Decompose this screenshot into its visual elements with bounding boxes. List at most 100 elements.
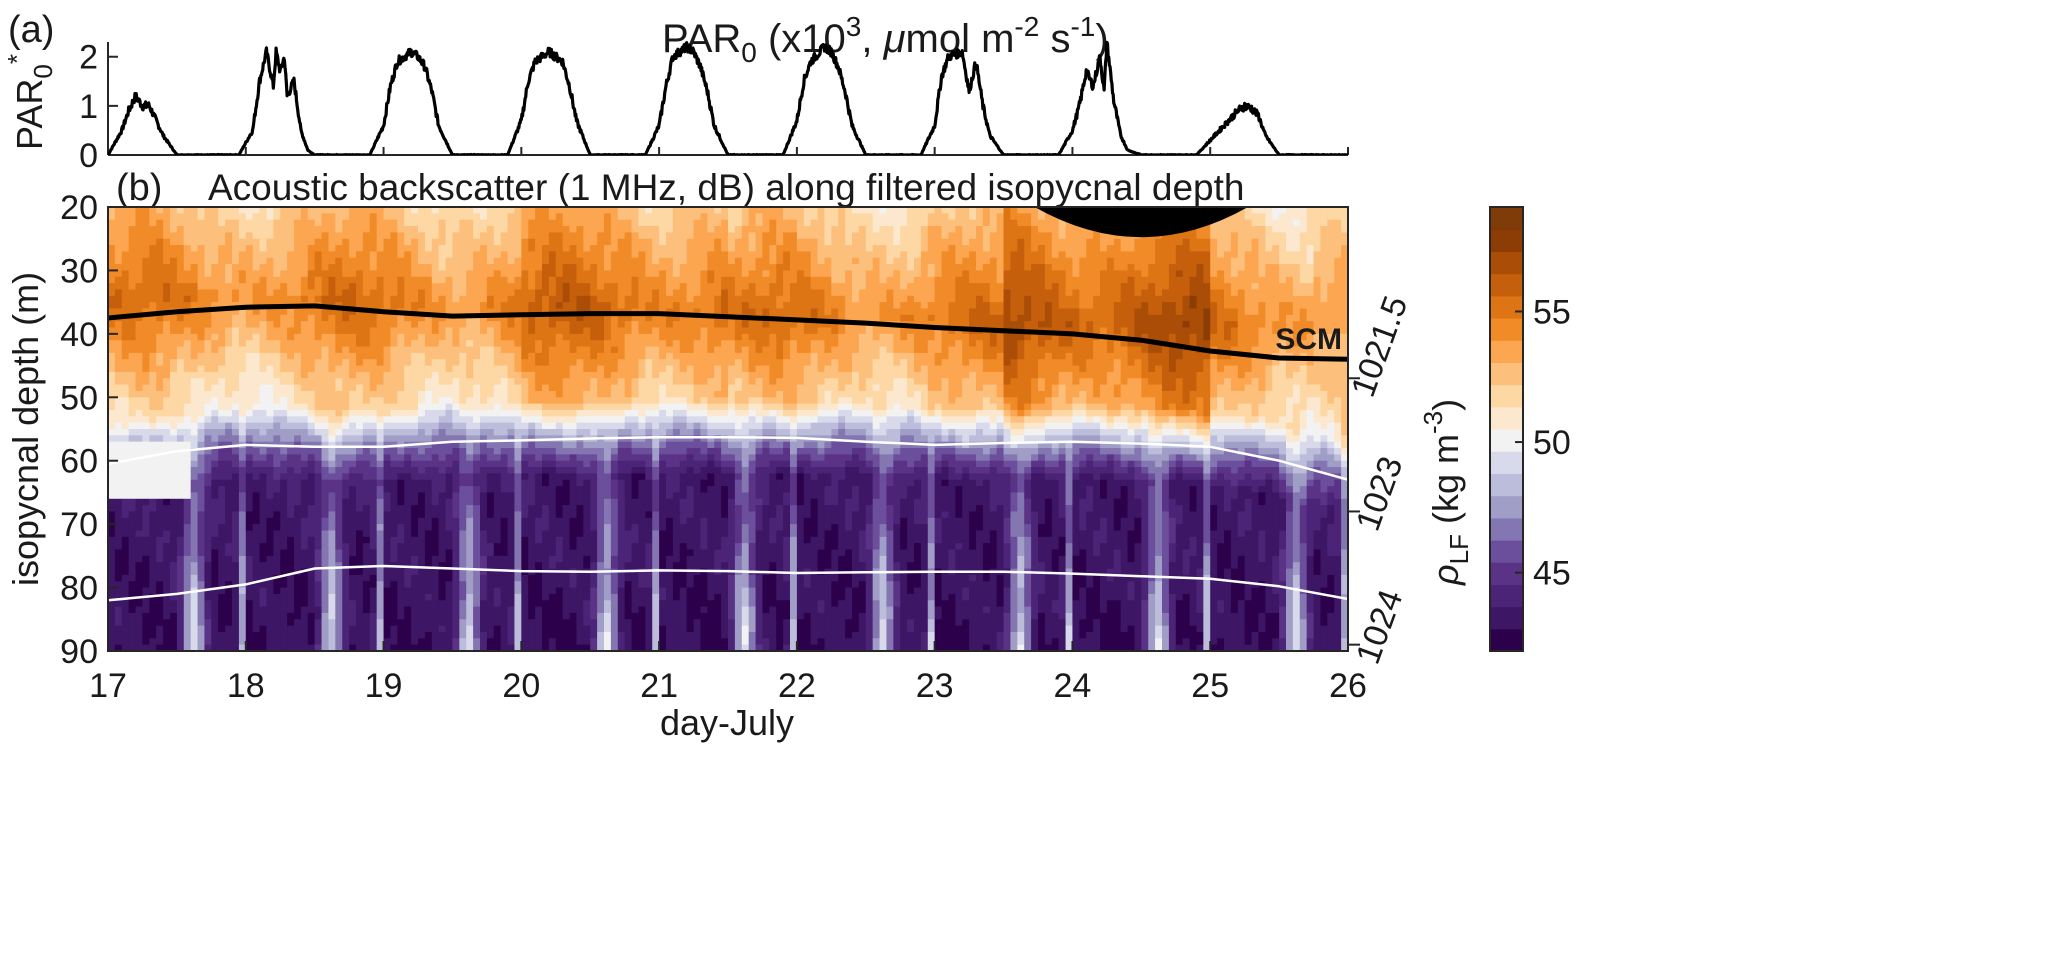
heatmap-cell bbox=[404, 365, 412, 411]
heatmap-cell bbox=[1017, 213, 1025, 227]
heatmap-cell bbox=[1113, 600, 1122, 651]
heatmap-cell bbox=[156, 219, 164, 240]
heatmap-cell bbox=[548, 390, 557, 405]
heatmap-cell bbox=[1341, 638, 1348, 651]
heatmap-cell bbox=[1044, 352, 1053, 398]
heatmap-cell bbox=[1341, 333, 1348, 436]
heatmap-cell bbox=[1113, 302, 1122, 335]
heatmap-cell bbox=[280, 549, 288, 589]
heatmap-cell bbox=[934, 517, 943, 544]
heatmap-cell bbox=[466, 270, 474, 316]
heatmap-cell bbox=[542, 530, 550, 601]
heatmap-cell bbox=[197, 581, 206, 627]
heatmap-cell bbox=[280, 429, 288, 443]
heatmap-cell bbox=[452, 429, 460, 436]
heatmap-cell bbox=[1230, 321, 1239, 329]
heatmap-cell bbox=[852, 416, 860, 424]
heatmap-cell bbox=[728, 441, 736, 449]
heatmap-cell bbox=[955, 517, 963, 544]
heatmap-cell bbox=[418, 416, 426, 424]
heatmap-cell bbox=[989, 359, 998, 373]
heatmap-cell bbox=[1168, 460, 1177, 468]
heatmap-cell bbox=[349, 460, 357, 468]
heatmap-cell bbox=[1175, 226, 1184, 246]
heatmap-cell bbox=[128, 340, 137, 354]
heatmap-cell bbox=[638, 359, 646, 379]
heatmap-cell bbox=[1230, 460, 1239, 474]
heatmap-cell bbox=[156, 422, 164, 430]
heatmap-cell bbox=[418, 517, 426, 639]
heatmap-cell bbox=[1120, 270, 1129, 284]
heatmap-cell bbox=[245, 581, 254, 601]
heatmap-cell bbox=[1162, 429, 1170, 436]
heatmap-cell bbox=[666, 327, 674, 348]
heatmap-cell bbox=[548, 441, 557, 449]
heatmap-cell bbox=[114, 289, 123, 310]
heatmap-cell bbox=[700, 435, 708, 443]
heatmap-cell bbox=[204, 403, 212, 417]
heatmap-cell bbox=[790, 327, 798, 341]
heatmap-cell bbox=[672, 429, 681, 443]
heatmap-cell bbox=[321, 467, 330, 481]
heatmap-cell bbox=[424, 422, 433, 436]
heatmap-cell bbox=[445, 473, 454, 500]
heatmap-cell bbox=[769, 207, 777, 221]
heatmap-cell bbox=[1141, 276, 1149, 291]
heatmap-cell bbox=[962, 467, 970, 474]
heatmap-cell bbox=[238, 207, 247, 214]
heatmap-cell bbox=[583, 422, 591, 430]
heatmap-cell bbox=[452, 441, 460, 449]
heatmap-cell bbox=[349, 378, 357, 392]
heatmap-cell bbox=[810, 207, 819, 221]
heatmap-cell bbox=[108, 245, 116, 284]
heatmap-cell bbox=[845, 397, 853, 405]
heatmap-cell bbox=[1189, 422, 1198, 430]
heatmap-cell bbox=[445, 371, 454, 386]
heatmap-cell bbox=[1086, 409, 1094, 417]
heatmap-cell bbox=[693, 574, 702, 620]
panel-b-ytick-label: 40 bbox=[60, 316, 98, 354]
heatmap-cell bbox=[197, 473, 206, 513]
heatmap-cell bbox=[156, 333, 164, 354]
heatmap-cell bbox=[803, 333, 812, 354]
heatmap-cell bbox=[1299, 365, 1308, 411]
heatmap-cell bbox=[521, 517, 529, 538]
heatmap-cell bbox=[617, 219, 626, 240]
heatmap-cell bbox=[404, 473, 412, 570]
heatmap-cell bbox=[163, 283, 171, 303]
heatmap-cell bbox=[769, 606, 777, 651]
heatmap-cell bbox=[300, 390, 309, 405]
heatmap-cell bbox=[893, 429, 901, 443]
heatmap-cell bbox=[466, 416, 474, 430]
heatmap-cell bbox=[390, 409, 398, 417]
heatmap-cell bbox=[1182, 435, 1191, 443]
heatmap-cell bbox=[893, 416, 901, 430]
heatmap-cell bbox=[962, 409, 970, 417]
heatmap-cell bbox=[1051, 397, 1060, 411]
heatmap-cell bbox=[369, 574, 378, 589]
heatmap-cell bbox=[1189, 429, 1198, 436]
heatmap-cell bbox=[1182, 429, 1191, 436]
heatmap-cell bbox=[218, 631, 226, 651]
heatmap-cell bbox=[1106, 435, 1115, 443]
heatmap-cell bbox=[1127, 441, 1136, 449]
heatmap-cell bbox=[114, 321, 123, 341]
heatmap-cell bbox=[1196, 397, 1204, 417]
heatmap-cell bbox=[176, 429, 185, 436]
panel-a-ytick-label: 0 bbox=[79, 137, 98, 175]
heatmap-cell bbox=[604, 378, 612, 398]
heatmap-cell bbox=[204, 473, 212, 487]
heatmap-cell bbox=[404, 346, 412, 367]
heatmap-cell bbox=[183, 403, 192, 417]
heatmap-cell bbox=[638, 448, 646, 455]
heatmap-cell bbox=[528, 574, 536, 620]
heatmap-cell bbox=[976, 359, 984, 392]
heatmap-cell bbox=[852, 448, 860, 455]
heatmap-cell bbox=[1127, 454, 1136, 462]
heatmap-cell bbox=[548, 219, 557, 233]
heatmap-cell bbox=[1286, 397, 1294, 424]
heatmap-cell bbox=[721, 314, 729, 329]
heatmap-cell bbox=[190, 378, 199, 424]
heatmap-cell bbox=[597, 340, 605, 354]
heatmap-cell bbox=[1113, 454, 1122, 462]
